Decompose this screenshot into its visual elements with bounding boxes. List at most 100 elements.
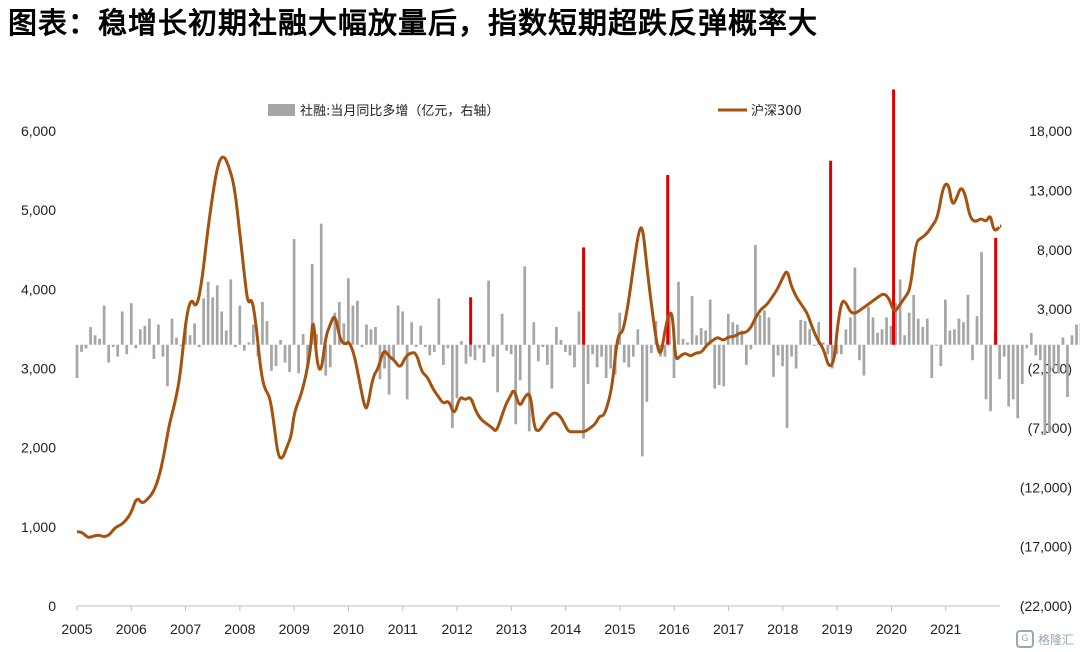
bar <box>383 344 386 369</box>
bar <box>894 303 897 345</box>
x-axis-tick-label: 2006 <box>116 621 147 637</box>
bar <box>523 266 527 345</box>
bar <box>1038 344 1042 361</box>
left-axis-tick-label: 4,000 <box>21 281 56 297</box>
bar <box>405 344 409 400</box>
right-axis-tick-label: 3,000 <box>1037 301 1072 317</box>
bar <box>175 337 178 345</box>
bar <box>261 302 264 345</box>
bar <box>532 322 536 345</box>
bar <box>636 329 640 345</box>
bar <box>478 344 481 349</box>
bar <box>799 319 802 345</box>
bar <box>464 344 468 364</box>
bar <box>206 281 210 345</box>
x-axis-tick-label: 2007 <box>170 621 201 637</box>
bar <box>138 329 142 345</box>
bar <box>699 328 703 345</box>
left-axis-tick-label: 0 <box>48 598 56 614</box>
bar <box>107 344 111 363</box>
watermark-text: 格隆汇 <box>1037 632 1074 647</box>
bar <box>279 340 282 345</box>
bar <box>1034 344 1038 356</box>
bar <box>455 344 459 399</box>
bar <box>423 344 427 348</box>
bar <box>288 344 291 373</box>
bar <box>934 344 938 346</box>
bar <box>469 344 472 357</box>
bar <box>704 330 708 345</box>
bar <box>102 305 106 345</box>
bar <box>252 324 255 345</box>
bar <box>211 297 215 345</box>
bar <box>333 312 337 345</box>
bar <box>93 335 97 345</box>
bar <box>772 344 775 377</box>
bar <box>631 344 635 357</box>
bar <box>939 344 943 367</box>
bar <box>767 317 771 345</box>
bar <box>794 344 798 369</box>
bar <box>270 344 273 371</box>
bar <box>233 344 237 348</box>
bar <box>577 311 581 345</box>
bar <box>763 310 766 345</box>
bar <box>962 322 965 345</box>
bar <box>161 344 165 357</box>
x-axis-tick-label: 2008 <box>224 621 255 637</box>
bar <box>387 344 391 395</box>
bar <box>1016 344 1020 419</box>
bar <box>441 344 445 365</box>
bar <box>460 341 463 345</box>
bar <box>369 329 373 345</box>
bar <box>849 317 852 345</box>
bar <box>695 335 698 345</box>
bar <box>419 325 423 345</box>
bar <box>663 344 667 357</box>
x-axis-tick-label: 2010 <box>333 621 364 637</box>
axis-layer: 0 1,000 2,000 3,000 4,000 5,000 6,000 (22,000) (… <box>21 123 1072 637</box>
bar <box>803 321 807 345</box>
bar <box>839 344 843 355</box>
bar <box>1020 344 1024 384</box>
bar <box>975 316 979 345</box>
bar <box>781 344 784 367</box>
bar <box>586 344 590 384</box>
chart-title: 图表：稳增长初期社融大幅放量后，指数短期超跌反弹概率大 <box>8 6 819 40</box>
bar <box>853 267 857 345</box>
right-axis-tick-label: 8,000 <box>1037 242 1072 258</box>
x-axis-tick-label: 2014 <box>550 621 581 637</box>
bar <box>148 318 151 345</box>
legend-bar-swatch <box>268 104 295 116</box>
bar <box>672 344 676 378</box>
bar <box>817 322 821 345</box>
bar <box>912 294 916 345</box>
bar <box>966 294 970 345</box>
line-series <box>76 155 1002 539</box>
watermark: G 格隆汇 <box>1015 630 1074 648</box>
bar <box>347 278 350 345</box>
bar-series <box>75 223 1080 457</box>
right-axis-tick-label: (17,000) <box>1020 539 1072 555</box>
bar <box>1002 344 1006 357</box>
bar <box>274 344 278 367</box>
bar <box>740 330 744 345</box>
x-axis-tick-label: 2019 <box>822 621 853 637</box>
bar <box>668 315 671 345</box>
bar <box>785 344 789 428</box>
legend-bar-label: 社融:当月同比多增（亿元，右轴） <box>300 103 499 119</box>
x-axis-tick-label: 2005 <box>61 621 92 637</box>
bar <box>595 344 599 368</box>
x-axis-tick-label: 2016 <box>659 621 690 637</box>
bar <box>749 344 753 350</box>
highlight-bar <box>994 237 998 345</box>
left-axis-tick-label: 3,000 <box>21 361 56 377</box>
bar <box>568 344 572 356</box>
bar <box>242 344 246 351</box>
bar <box>401 311 404 345</box>
x-axis-tick-label: 2011 <box>388 621 418 637</box>
bar <box>315 334 319 345</box>
right-axis-tick-label: (22,000) <box>1020 598 1072 614</box>
left-axis-tick-label: 6,000 <box>21 123 56 139</box>
bar <box>1029 332 1033 345</box>
